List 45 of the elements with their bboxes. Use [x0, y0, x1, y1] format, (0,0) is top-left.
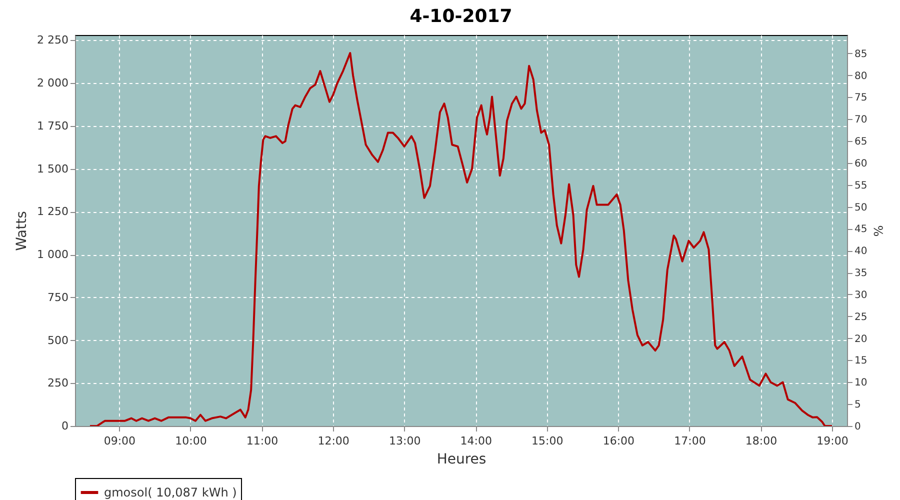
y2-tick-label: 35 — [854, 268, 868, 280]
y-tick-label: 750 — [48, 290, 68, 304]
x-tick-label: 10:00 — [175, 434, 207, 448]
y2-tick-label: 70 — [854, 114, 868, 126]
chart-title: 4-10-2017 — [410, 6, 512, 28]
x-tick-label: 13:00 — [388, 434, 421, 448]
y2-tick-label: 55 — [854, 180, 868, 192]
x-tick-label: 16:00 — [602, 434, 635, 448]
legend-label: gmosol( 10,087 kWh ) — [104, 486, 237, 500]
y2-tick-label: 60 — [854, 158, 868, 170]
x-tick-label: 17:00 — [674, 434, 706, 448]
y-axis-title: Watts — [14, 211, 30, 251]
y2-tick-label: 85 — [854, 48, 868, 60]
y-tick-label: 1 500 — [37, 162, 68, 176]
y-tick-label: 250 — [48, 376, 68, 390]
y-tick-label: 1 750 — [37, 119, 68, 132]
y2-tick-label: 0 — [854, 422, 861, 432]
y-tick-label: 500 — [48, 334, 68, 347]
y2-tick-label: 40 — [854, 246, 868, 258]
y2-tick-label: 10 — [854, 378, 868, 389]
y-tick-label: 1 250 — [37, 205, 68, 218]
x-tick-label: 19:00 — [816, 434, 848, 448]
x-axis-title: Heures — [436, 452, 486, 468]
y2-tick-label: 30 — [854, 290, 868, 301]
y2-tick-label: 80 — [854, 70, 868, 82]
y-tick-label: 2 250 — [37, 34, 68, 47]
y2-tick-label: 5 — [854, 400, 861, 411]
x-tick-label: 14:00 — [460, 434, 492, 448]
y2-tick-label: 50 — [854, 202, 868, 214]
y2-tick-label: 75 — [854, 92, 868, 104]
y2-tick-label: 25 — [854, 312, 868, 323]
y-tick-label: 0 — [62, 420, 68, 432]
y2-tick-label: 45 — [854, 224, 868, 236]
y2-axis-title: % — [871, 225, 886, 237]
x-tick-label: 11:00 — [246, 434, 278, 448]
x-tick-label: 12:00 — [318, 434, 350, 448]
x-tick-label: 18:00 — [745, 434, 778, 448]
x-tick-label: 09:00 — [104, 434, 136, 448]
y2-tick-label: 65 — [854, 136, 868, 148]
y-tick-label: 1 000 — [37, 248, 68, 262]
x-tick-label: 15:00 — [532, 434, 564, 448]
y-tick-label: 2 000 — [37, 76, 68, 90]
line-series — [88, 52, 834, 426]
y2-tick-label: 20 — [854, 334, 868, 345]
y2-tick-label: 15 — [854, 356, 868, 367]
